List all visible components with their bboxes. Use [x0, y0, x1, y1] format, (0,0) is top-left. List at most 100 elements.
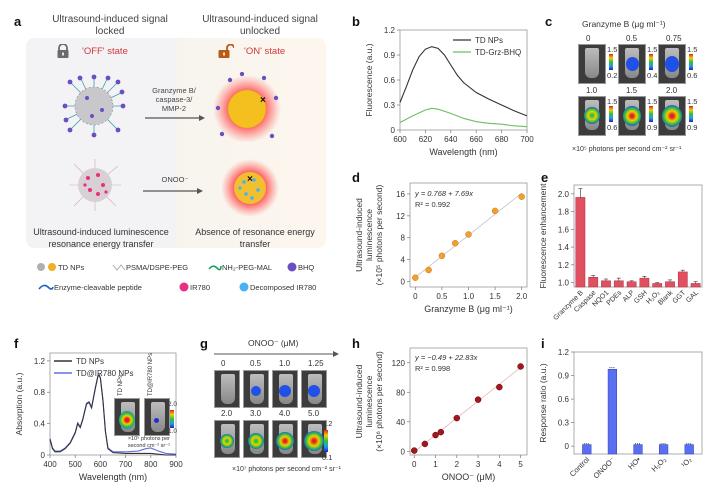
caption-absence-transfer: Absence of resonance energy transfer — [195, 227, 315, 249]
x-tick-label: 5 — [518, 460, 523, 469]
colorbar-max: 2.0 — [168, 401, 178, 408]
ir780-icon — [179, 282, 189, 292]
data-point — [465, 231, 472, 238]
y-axis-label: luminescence — [364, 375, 374, 427]
arrow-label-onoo: ONOO⁻ — [161, 175, 189, 184]
tube-image — [272, 420, 298, 458]
x-axis-label: Wavelength (nm) — [79, 472, 147, 482]
legend-item-decomposed-ir780: Decomposed IR780 — [238, 282, 320, 292]
tube-image — [114, 398, 140, 436]
chart-b-fluorescence: 0 0.3 0.6 0.9 1.2 600 620 640 660 680 700 Wavelengt… — [364, 26, 534, 157]
panel-label-i: i — [541, 336, 545, 351]
x-tick-label: 1 — [433, 460, 438, 469]
y-tick-label: 40 — [396, 418, 405, 427]
luminescence-spot — [278, 384, 292, 398]
tube-image — [214, 420, 240, 458]
y-tick-label: 0 — [401, 278, 406, 287]
chart-e-selectivity: 1.0 1.2 1.4 1.6 1.8 2.0 Fluorescence enhanceme… — [540, 183, 703, 320]
bar — [626, 281, 637, 288]
lock-open-icon — [218, 44, 234, 58]
x-tick-label: 700 — [520, 135, 534, 144]
inset-unit: ×10⁵ photons per second cm⁻² sr⁻¹ — [127, 436, 170, 449]
x-tick-label: GGT — [672, 289, 688, 305]
y-tick-label: 0.9 — [558, 372, 570, 381]
panel-g-title: ONOO⁻ (μM) — [248, 338, 299, 348]
colorbar-max: 1.5 — [647, 45, 658, 54]
luminescence-spot — [664, 55, 680, 72]
tube-concentration: 1.25 — [308, 359, 324, 368]
legend-label: Enzyme-cleavable peptide — [54, 282, 142, 292]
y-tick-label: 0 — [41, 451, 46, 460]
bar — [658, 444, 669, 455]
bhq-icon — [287, 262, 297, 272]
x-tick-label: 660 — [470, 135, 484, 144]
nanoparticle-locked-icon — [62, 74, 126, 138]
tube-image — [658, 96, 686, 136]
y-tick-label: 0.8 — [34, 388, 46, 397]
legend-item-bhq: BHQ — [286, 262, 318, 272]
bar — [684, 444, 694, 455]
nanoparticle-decomposed-icon: × — [221, 159, 279, 217]
bar — [665, 281, 675, 288]
chart-d-granzyme-calibration: 0 4 8 12 16 0 0.5 1.0 1.5 2.0 Granzyme B (μg ml⁻¹)… — [355, 182, 528, 314]
data-point — [518, 193, 525, 200]
luminescence-spot — [250, 385, 262, 397]
plot-frame — [399, 29, 528, 131]
chart-i-response: 0 0.3 0.6 0.9 1.2 Response ratio (a.u.) Contro… — [540, 348, 703, 480]
fit-line — [414, 367, 521, 452]
tube-image — [618, 44, 646, 84]
tube-image — [144, 398, 170, 436]
tube-concentration: 2.0 — [666, 86, 678, 95]
x-axis-label: Wavelength (nm) — [429, 147, 497, 157]
y-axis-label: Fluorescence enhancement — [540, 183, 548, 289]
y-tick-label: 1.2 — [558, 261, 570, 270]
inset-label-td-ir780: TD@IR780 NPs — [148, 352, 154, 396]
data-point — [432, 431, 439, 439]
tube-concentration: 4.0 — [279, 409, 291, 418]
tube-image — [272, 370, 298, 408]
legend-label: TD NPs — [76, 357, 104, 366]
x-tick-label: 600 — [94, 460, 108, 469]
y-tick-label: 1.8 — [558, 208, 570, 217]
caption-luminescence-transfer: Ultrasound-induced luminescence resonanc… — [33, 227, 169, 249]
tube-concentration: 0 — [586, 34, 591, 43]
x-tick-label: 1.5 — [490, 292, 502, 301]
legend-item-ir780: IR780 — [178, 282, 214, 292]
legend-label: Decomposed IR780 — [250, 282, 317, 292]
luminescence-spot — [662, 105, 682, 127]
colorbar-max: 1.5 — [647, 97, 658, 106]
colorbar-min: 0.1 — [322, 453, 333, 462]
y-tick-label: 120 — [392, 359, 406, 368]
tube-image — [243, 420, 269, 458]
y-tick-label: 0 — [565, 442, 570, 451]
y-tick-label: 1.6 — [558, 225, 570, 234]
on-state-label: 'ON' state — [244, 46, 286, 57]
legend-label: TD NPs — [58, 262, 85, 272]
tube-concentration: 0 — [221, 359, 226, 368]
colorbar-max: 1.5 — [687, 97, 698, 106]
luminescence-spot — [625, 56, 639, 71]
legend-item-peptide: Enzyme-cleavable peptide — [38, 282, 146, 292]
bar — [588, 276, 599, 288]
x-tick-label: 0 — [412, 460, 417, 469]
colorbar — [170, 410, 174, 428]
bar — [633, 444, 643, 455]
x-tick-label: 640 — [444, 135, 458, 144]
data-point — [491, 207, 499, 215]
legend-item-td-nps: TD NPs — [36, 262, 88, 272]
legend-label: TD@IR780 NPs — [76, 369, 133, 378]
x-tick-label: 2.0 — [516, 292, 528, 301]
x-tick-label: GAL — [685, 289, 700, 304]
data-point — [437, 428, 445, 436]
series-line — [49, 373, 176, 456]
y-tick-label: 1.2 — [34, 357, 46, 366]
x-tick-label: 680 — [495, 135, 509, 144]
y-tick-label: 80 — [396, 388, 405, 397]
colorbar — [324, 430, 328, 452]
y-axis-label: Absorption (a.u.) — [14, 372, 24, 435]
td-np-icon — [37, 263, 56, 271]
colorbar-max: 1.5 — [687, 45, 698, 54]
colorbar-max: 1.5 — [607, 97, 618, 106]
bar — [677, 271, 688, 288]
panel-c-title: Granzyme B (μg ml⁻¹) — [582, 19, 666, 29]
